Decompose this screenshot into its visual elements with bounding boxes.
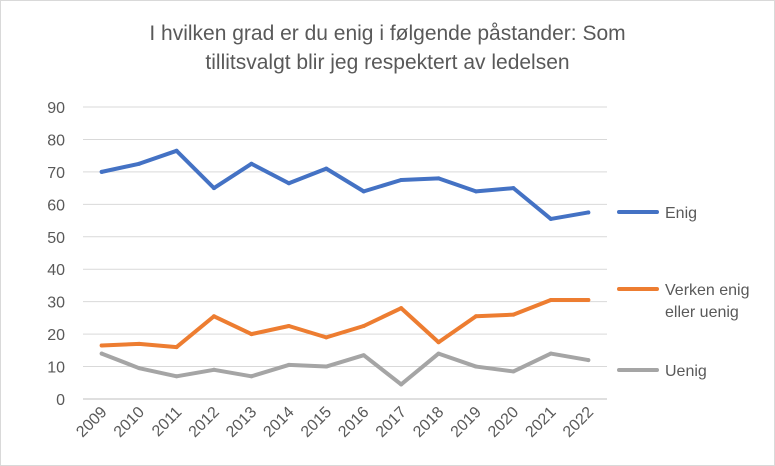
data-point	[436, 340, 441, 345]
x-tick-label: 2013	[223, 404, 260, 441]
data-point	[174, 374, 179, 379]
y-tick-label: 80	[47, 132, 65, 149]
x-tick-label: 2012	[186, 404, 223, 441]
data-point	[436, 351, 441, 356]
chart-title-line-2: tillitsvalgt blir jeg respektert av lede…	[205, 51, 570, 74]
chart-title: I hvilken grad er du enig i følgende pås…	[1, 19, 774, 77]
data-point	[174, 148, 179, 153]
y-tick-label: 70	[47, 165, 65, 182]
x-tick-label: 2017	[373, 404, 410, 441]
data-point	[249, 374, 254, 379]
data-point	[548, 216, 553, 221]
data-point	[474, 189, 478, 194]
data-point	[324, 364, 329, 369]
data-point	[249, 332, 254, 337]
data-point	[586, 210, 591, 215]
data-point	[212, 367, 216, 372]
y-tick-label: 20	[47, 327, 65, 344]
data-point	[511, 369, 516, 374]
data-point	[137, 366, 142, 371]
x-tick-label: 2011	[149, 404, 185, 440]
x-tick-label: 2020	[485, 404, 522, 441]
y-tick-label: 60	[47, 197, 65, 214]
series-line	[99, 351, 591, 387]
data-point	[399, 306, 404, 311]
data-point	[399, 178, 404, 182]
data-point	[511, 312, 516, 317]
legend-label: Enig	[665, 205, 697, 222]
data-point	[361, 324, 366, 328]
series-line	[99, 148, 591, 221]
data-point	[586, 358, 591, 363]
data-point	[399, 382, 404, 387]
data-point	[212, 186, 216, 191]
data-point	[361, 189, 366, 194]
y-tick-label: 10	[47, 360, 65, 377]
data-point	[436, 176, 441, 181]
data-point	[99, 169, 104, 174]
data-point	[586, 298, 591, 303]
x-tick-label: 2016	[335, 404, 372, 441]
x-tick-label: 2010	[111, 404, 148, 441]
data-point	[324, 335, 329, 340]
y-tick-label: 50	[47, 230, 65, 247]
data-point	[249, 161, 254, 166]
chart-title-line-1: I hvilken grad er du enig i følgende pås…	[149, 22, 626, 45]
data-point	[286, 181, 291, 186]
x-tick-label: 2018	[410, 404, 447, 441]
legend-label: eller uenig	[665, 304, 739, 321]
legend-label: Uenig	[665, 363, 707, 380]
data-point	[474, 364, 478, 369]
data-point	[137, 161, 142, 166]
series-line	[99, 298, 591, 350]
y-tick-label: 40	[47, 262, 65, 279]
data-point	[174, 345, 179, 350]
x-tick-label: 2014	[260, 404, 297, 441]
legend-label: Verken enig	[665, 282, 750, 299]
y-tick-label: 30	[47, 295, 65, 312]
y-tick-label: 0	[56, 392, 65, 409]
x-tick-label: 2009	[73, 404, 110, 441]
data-point	[548, 351, 553, 356]
data-point	[548, 298, 553, 303]
x-tick-label: 2021	[522, 404, 559, 441]
data-point	[99, 343, 104, 348]
data-point	[212, 314, 216, 319]
data-point	[99, 351, 104, 356]
x-tick-label: 2019	[448, 404, 485, 441]
x-tick-label: 2015	[298, 404, 335, 441]
y-tick-label: 90	[47, 100, 65, 117]
data-point	[324, 166, 329, 171]
x-tick-label: 2022	[560, 404, 597, 441]
data-point	[286, 324, 291, 328]
data-point	[474, 314, 478, 319]
data-point	[361, 353, 366, 358]
data-point	[286, 362, 291, 367]
data-point	[511, 186, 516, 191]
data-point	[137, 341, 142, 346]
